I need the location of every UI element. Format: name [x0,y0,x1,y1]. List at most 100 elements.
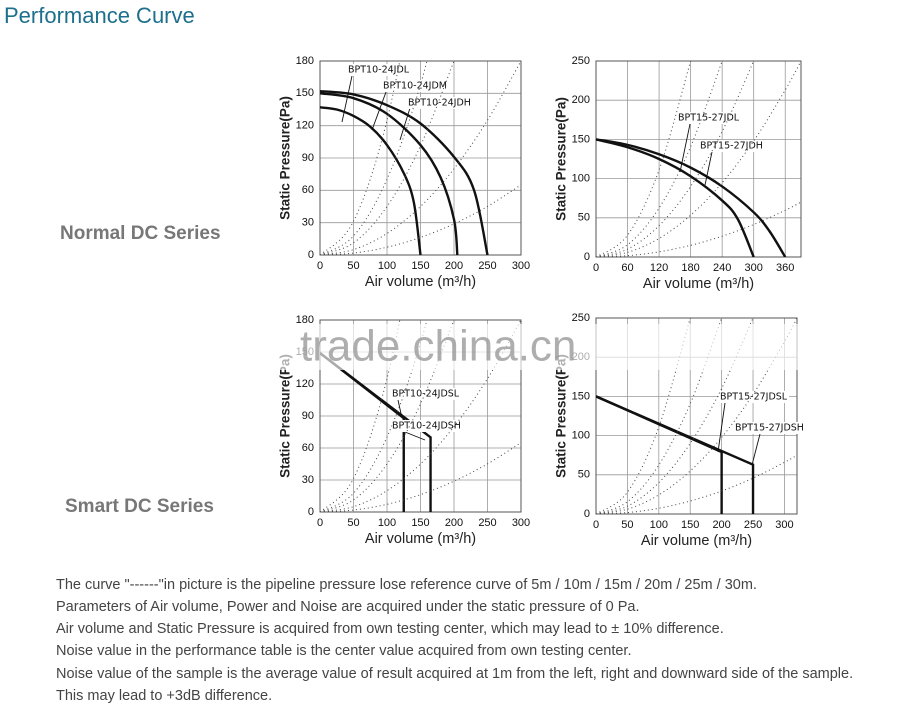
y-tick-label: 100 [572,173,590,185]
watermark: trade.china.cn [300,322,576,371]
y-tick-label: 90 [302,152,314,164]
y-tick-label: 150 [572,390,590,402]
note: Air volume and Static Pressure is acquir… [56,621,724,637]
reference-curve [596,61,755,257]
y-tick-label: 60 [302,184,314,196]
label-bg [677,112,747,124]
curve-label: BPT10-24JDSL [392,389,460,400]
reference-curve [320,61,455,255]
reference-curve [320,61,428,255]
x-tick-label: 300 [775,519,793,531]
leader-line [341,75,353,123]
y-tick-label: 90 [302,410,314,422]
notes: The curve "------"in picture is the pipe… [56,577,853,704]
y-tick-label: 150 [572,133,590,145]
label-bg [347,64,417,76]
x-tick-label: 300 [745,262,763,274]
y-tick-label: 50 [578,469,590,481]
curve-label: BPT10-24JDH [408,98,471,109]
reference-curve [596,61,723,257]
y-tick-label: 0 [584,251,590,263]
performance-curve [596,138,755,257]
x-axis-label: Air volume (m³/h) [641,533,752,549]
x-tick-label: 360 [776,262,794,274]
note: The curve "------"in picture is the pipe… [56,577,757,593]
note: Noise value in the performance table is … [56,643,631,659]
label-bg [391,388,461,400]
x-tick-label: 50 [347,517,359,529]
y-tick-label: 180 [296,314,314,326]
x-tick-label: 250 [478,517,496,529]
x-axis-label: Air volume (m³/h) [365,274,476,290]
section-label: Normal DC Series [60,223,221,244]
x-tick-label: 200 [445,517,463,529]
x-tick-label: 50 [621,519,633,531]
reference-curve [320,442,521,512]
reference-curve [596,201,801,257]
x-tick-label: 0 [593,519,599,531]
x-tick-label: 100 [650,519,668,531]
leader-line [751,433,761,466]
curve-label: BPT10-24JDSH [392,421,461,432]
curve-label: BPT15-27JDH [700,141,763,152]
y-tick-label: 0 [308,506,314,518]
x-tick-label: 0 [317,260,323,272]
watermark-band [272,324,802,370]
y-tick-label: 50 [578,212,590,224]
y-tick-label: 200 [572,94,590,106]
x-tick-label: 180 [681,262,699,274]
performance-curve [320,106,422,255]
curve-label: BPT10-24JDM [383,81,447,92]
y-tick-label: 30 [302,217,314,229]
x-tick-label: 60 [621,262,633,274]
performance-curve [596,395,755,514]
plot-frame [595,60,802,258]
x-tick-label: 50 [347,260,359,272]
label-bg [699,140,769,152]
x-axis-label: Air volume (m³/h) [365,531,476,547]
note: Parameters of Air volume, Power and Nois… [56,599,640,615]
y-tick-label: 60 [302,442,314,454]
reference-curve [596,61,692,257]
x-tick-label: 150 [411,260,429,272]
note: Noise value of the sample is the average… [56,666,853,682]
y-tick-label: 250 [572,55,590,67]
curve-label: BPT10-24JDL [348,65,410,76]
performance-curve [320,89,489,255]
x-tick-label: 0 [317,517,323,529]
y-tick-label: 150 [296,87,314,99]
reference-curve [320,320,401,512]
x-tick-label: 0 [593,262,599,274]
leader-line [717,402,726,453]
x-tick-label: 300 [512,517,530,529]
y-tick-label: 120 [296,378,314,390]
x-axis-label: Air volume (m³/h) [643,276,754,292]
label-bg [734,422,804,434]
x-tick-label: 200 [445,260,463,272]
x-tick-label: 120 [650,262,668,274]
leader-line [404,431,426,441]
leader-line [399,107,411,141]
y-tick-label: 0 [308,249,314,261]
y-tick-label: 0 [584,508,590,520]
curve-label: BPT15-27JDSL [720,392,788,403]
leader-line [371,91,387,131]
x-tick-label: 250 [744,519,762,531]
y-axis-label: Static Pressure(Pa) [278,96,293,220]
y-axis-label: Static Pressure(Pa) [554,354,569,478]
y-tick-label: 250 [572,312,590,324]
section-label: Smart DC Series [65,496,214,517]
y-axis-label: Static Pressure(Pa) [554,97,569,221]
x-tick-label: 240 [713,262,731,274]
x-tick-label: 250 [478,260,496,272]
x-tick-label: 100 [378,260,396,272]
x-tick-label: 200 [712,519,730,531]
leader-line [704,151,713,186]
reference-curve [596,318,797,514]
x-tick-label: 300 [512,260,530,272]
x-tick-label: 150 [411,517,429,529]
reference-curve [596,61,801,257]
curve-label: BPT15-27JDSH [735,423,804,434]
label-bg [382,80,452,92]
